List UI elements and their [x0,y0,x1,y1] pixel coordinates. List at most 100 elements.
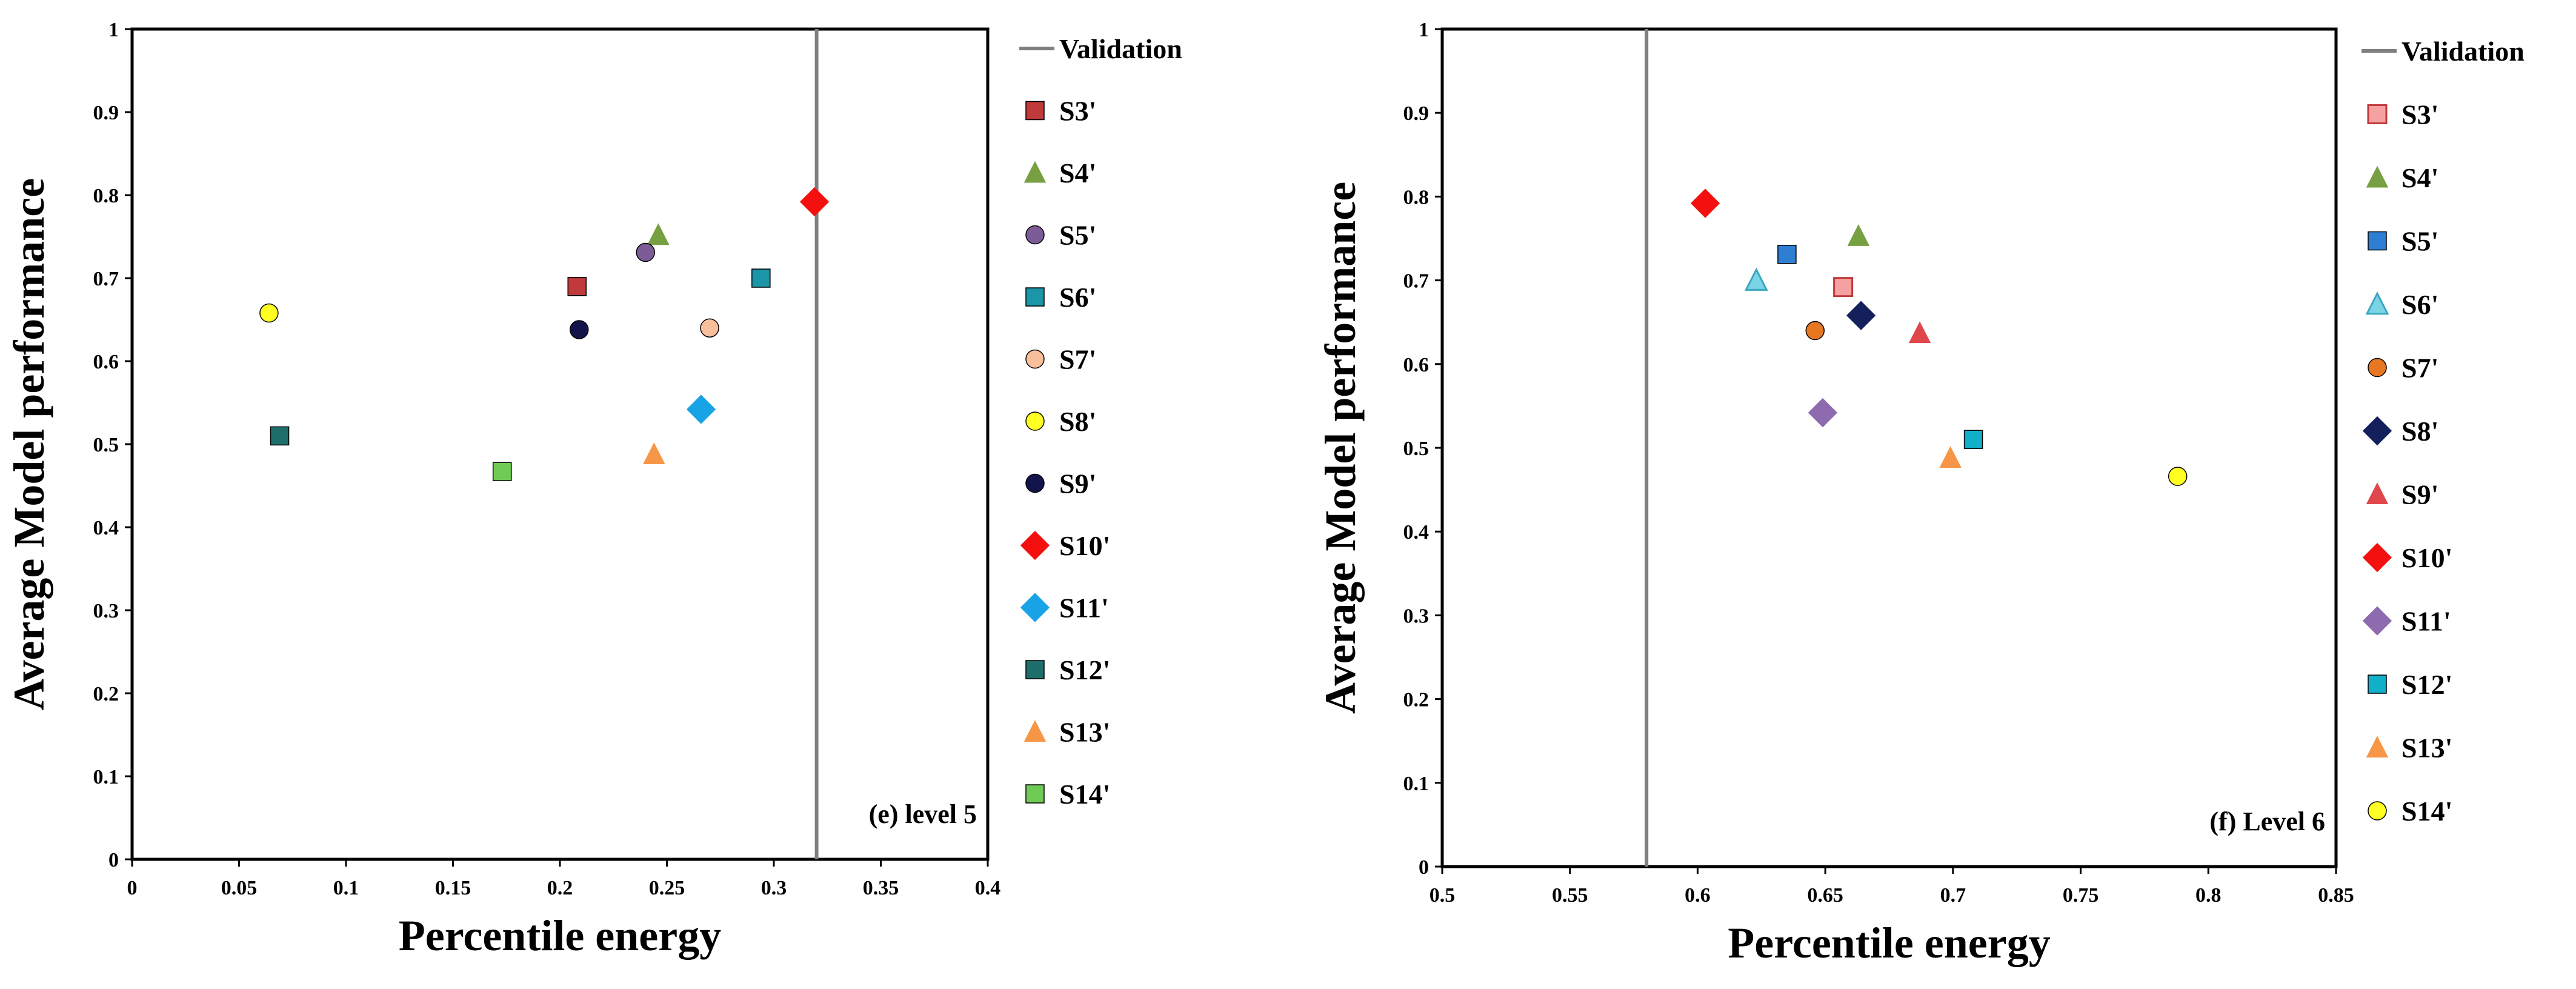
point-s3p [1833,277,1854,298]
plot-frame [1440,27,2338,868]
y-tick-label: 0.1 [93,766,119,788]
y-tick-label: 0.6 [1403,354,1429,376]
point-s14p [492,462,512,481]
legend-marker [2362,416,2392,446]
point-s9p [570,320,589,339]
legend-marker [2366,482,2389,504]
point-s4p [1847,224,1870,246]
y-tick-label: 0 [108,849,119,871]
point-s8p [1846,301,1876,330]
legend-marker [2367,104,2388,124]
legend-marker [1020,593,1050,622]
legend-label: S5' [2401,226,2438,257]
x-tick-label: 0.8 [2195,884,2222,907]
point-s10p [1690,188,1720,218]
legend-label: S13' [1059,717,1110,748]
point-s9p [1908,321,1931,344]
y-tick-label: 0.7 [93,268,119,290]
legend-label: S4' [2401,162,2438,193]
point-s12p [270,426,290,446]
legend-marker [2368,801,2387,821]
y-tick-label: 0.9 [1403,102,1429,125]
y-tick-label: 0.4 [1403,521,1429,544]
legend-marker [2362,606,2392,636]
x-tick-label: 0.4 [975,877,1001,899]
y-tick-label: 0.5 [1403,438,1429,460]
point-s13p [643,442,665,464]
x-tick-label: 0.55 [1552,884,1588,907]
panel-label: (e) level 5 [869,799,977,829]
x-tick-label: 0.1 [333,877,359,899]
panel-label: (f) Level 6 [2209,807,2325,836]
legend-marker [1025,225,1045,245]
x-tick-label: 0 [127,877,138,899]
legend-label: S8' [1059,406,1096,437]
legend-marker [2368,231,2387,251]
chart-panel-e: 0 0.05 0.1 0.15 0.2 0.25 0.3 0.35 0.4 0 0.1 0.2 0.3 0… [5,19,1182,960]
legend-marker [1025,473,1045,493]
legend-marker [1025,660,1045,679]
chart-panel-f: 0.5 0.55 0.6 0.65 0.7 0.75 0.8 0.85 0 0.1 0.2 0.3 0.… [1316,19,2524,967]
legend-marker [1023,720,1047,742]
legend-marker [1025,411,1045,431]
legend-label: S8' [2401,416,2438,447]
point-s7p [700,318,719,338]
x-tick-label: 0.6 [1685,884,1711,907]
legend-label: S4' [1059,158,1096,188]
point-s8p [259,303,279,323]
point-s4p [647,223,670,245]
legend-label: S14' [1059,779,1110,810]
x-tick-label: 0.7 [1940,884,1966,907]
x-axis-title: Percentile energy [1728,919,2050,967]
legend-marker [2365,291,2389,315]
legend-marker [1025,349,1045,369]
legend-marker [2366,165,2389,188]
y-tick-label: 0 [1419,856,1429,879]
point-s5p [1777,245,1797,264]
legend-label: S10' [2401,542,2452,573]
legend-label: Validation [2401,36,2524,67]
legend-label: S12' [1059,654,1110,685]
point-s11p [1808,398,1838,428]
point-s10p [799,187,830,217]
x-tick-label: 0.35 [863,877,899,899]
x-tick-label: 0.05 [221,877,258,899]
legend-label: S3' [2401,99,2438,130]
legend-label: S6' [2401,289,2438,320]
legend-marker [1020,530,1050,561]
legend-marker [1025,784,1045,804]
legend-label: S13' [2401,733,2452,764]
point-s3p [567,276,587,296]
y-tick-label: 0.4 [93,517,119,539]
x-tick-label: 0.85 [2318,884,2354,907]
x-tick-label: 0.65 [1807,884,1843,907]
point-s13p [1939,446,1962,468]
point-s6p [751,268,771,288]
legend: Validation S3' S4' S5' S6' S7' S8' S9' S10' S11' S… [1019,33,1182,810]
legend-label: S7' [1059,344,1096,375]
legend-marker [1025,287,1045,307]
legend-marker [1023,161,1047,183]
point-s7p [1805,321,1825,341]
x-axis-title: Percentile energy [399,911,721,960]
legend-marker [1025,101,1045,121]
point-s5p [636,242,655,262]
legend-label: S11' [1059,593,1109,624]
x-tick-label: 0.75 [2063,884,2099,907]
y-tick-label: 0.8 [1403,186,1429,208]
legend-label: S5' [1059,220,1096,251]
y-tick-label: 0.6 [93,351,119,373]
legend-label: S11' [2401,606,2451,637]
legend-marker [2366,736,2389,758]
legend-label: S6' [1059,282,1096,313]
legend-label: S7' [2401,353,2438,384]
y-tick-label: 0.3 [93,600,119,622]
x-tick-label: 0.15 [435,877,471,899]
legend-marker [2368,358,2387,378]
point-s6p [1744,267,1768,291]
y-tick-label: 0.8 [93,185,119,207]
legend-label: S14' [2401,796,2452,827]
legend-label: S9' [2401,479,2438,510]
x-tick-label: 0.3 [761,877,787,899]
